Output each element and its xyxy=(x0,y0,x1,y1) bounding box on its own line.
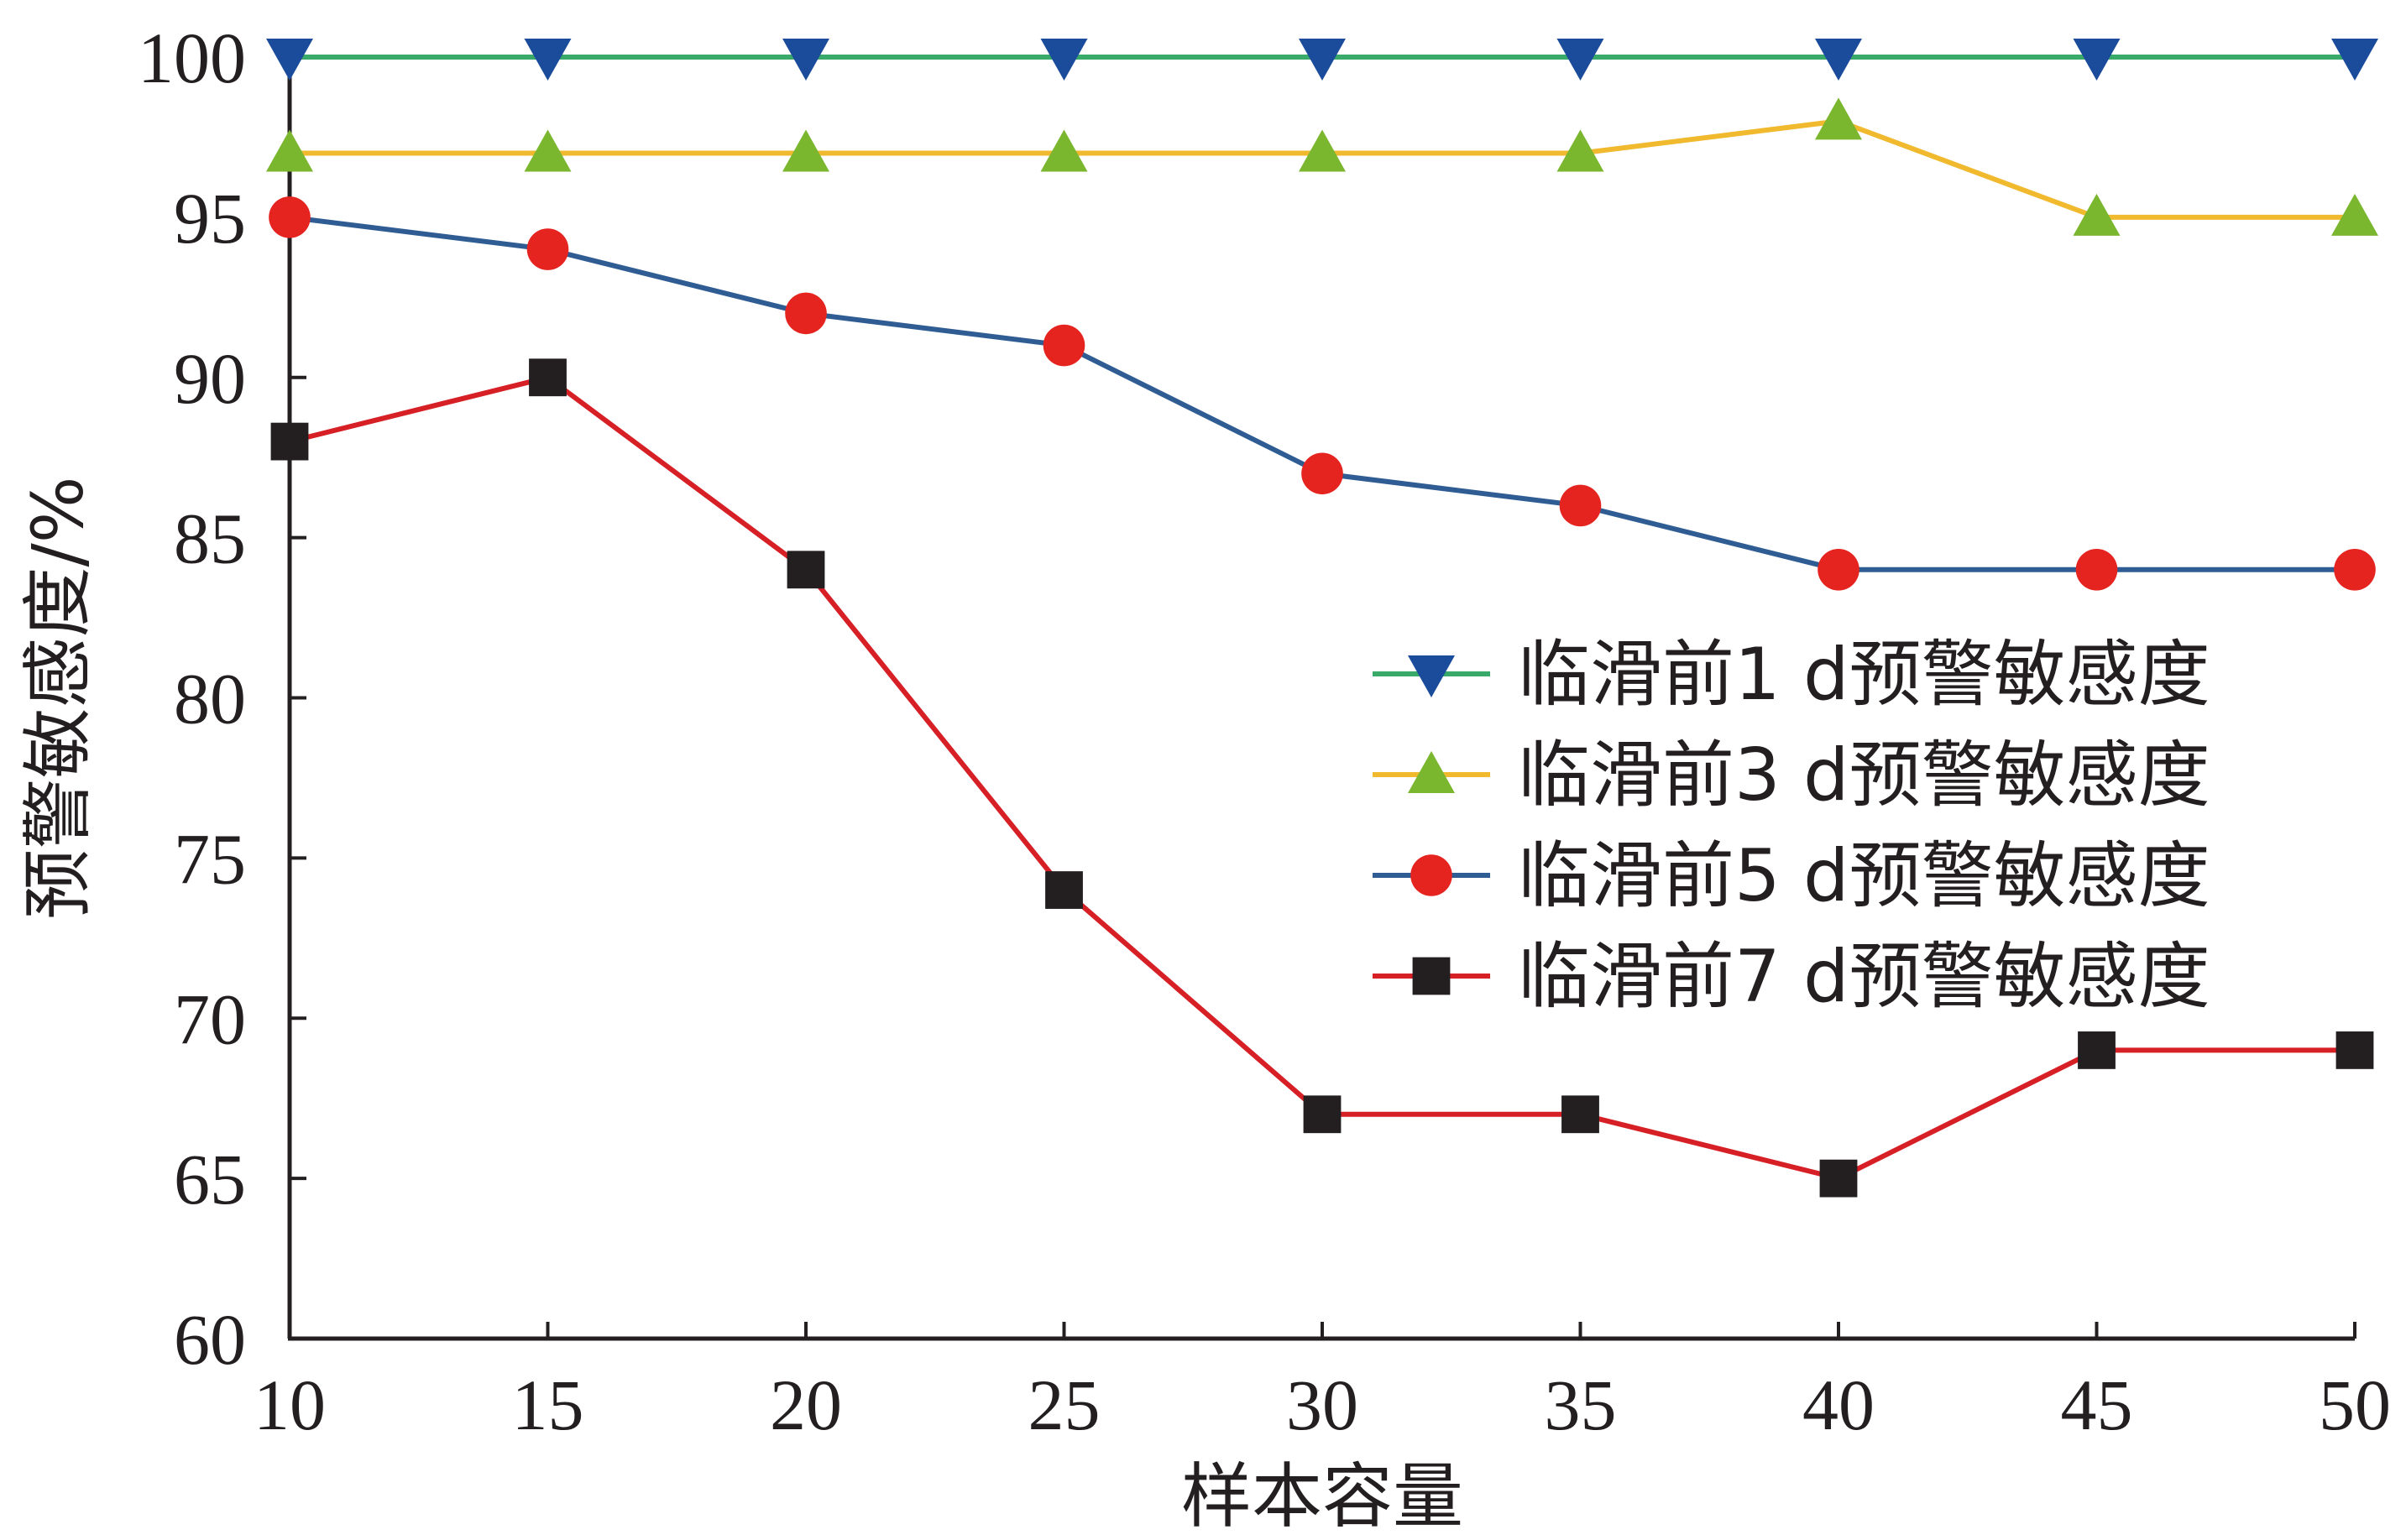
data-point xyxy=(787,551,825,589)
data-point xyxy=(1815,39,1862,81)
legend-marker xyxy=(1408,751,1455,793)
legend-label: 临滑前1 d预警敏感度 xyxy=(1518,633,2210,717)
x-tick-label: 20 xyxy=(770,1365,842,1445)
data-point xyxy=(1561,1095,1599,1134)
y-axis-title: 预警敏感度/% xyxy=(17,476,99,919)
y-tick-label: 85 xyxy=(174,499,246,579)
data-point xyxy=(266,39,313,81)
data-point xyxy=(2331,193,2378,236)
y-tick-label: 100 xyxy=(138,18,246,98)
x-tick-label: 45 xyxy=(2061,1365,2133,1445)
legend-entry: 临滑前3 d预警敏感度 xyxy=(1373,733,2210,817)
legend-label: 临滑前3 d预警敏感度 xyxy=(1518,733,2210,817)
data-point xyxy=(1040,129,1088,172)
data-point xyxy=(1818,549,1859,591)
data-point xyxy=(1815,97,1862,140)
data-point xyxy=(782,129,829,172)
data-point xyxy=(2075,549,2118,591)
data-point xyxy=(1299,39,1346,81)
y-tick-label: 60 xyxy=(174,1299,246,1380)
legend-marker xyxy=(1410,854,1452,896)
x-tick-label: 35 xyxy=(1545,1365,1617,1445)
x-tick-label: 10 xyxy=(254,1365,326,1445)
series-4 xyxy=(270,358,2374,1198)
legend-label: 临滑前5 d预警敏感度 xyxy=(1518,834,2210,918)
data-point xyxy=(2073,193,2121,236)
legend-entry: 临滑前5 d预警敏感度 xyxy=(1373,834,2210,918)
data-point xyxy=(1301,452,1343,495)
x-tick-label: 30 xyxy=(1286,1365,1358,1445)
y-tick-label: 65 xyxy=(174,1139,246,1219)
data-point xyxy=(524,129,572,172)
data-point xyxy=(1299,129,1346,172)
x-axis-title: 样本容量 xyxy=(1181,1455,1463,1537)
data-point xyxy=(526,228,569,270)
y-tick-label: 70 xyxy=(174,979,246,1059)
x-tick-label: 50 xyxy=(2319,1365,2391,1445)
y-tick-label: 80 xyxy=(174,659,246,739)
data-point xyxy=(2331,39,2378,81)
data-point xyxy=(1040,39,1088,81)
series-line xyxy=(289,214,2355,572)
data-point xyxy=(2335,1031,2374,1069)
legend-entry: 临滑前7 d预警敏感度 xyxy=(1373,935,2210,1019)
x-tick-label: 25 xyxy=(1028,1365,1101,1445)
data-point xyxy=(266,129,313,172)
legend-entry: 临滑前1 d预警敏感度 xyxy=(1373,633,2210,717)
data-point xyxy=(529,358,567,397)
data-point xyxy=(2073,39,2121,81)
legend-label: 临滑前7 d预警敏感度 xyxy=(1518,935,2210,1019)
data-point xyxy=(1556,129,1604,172)
data-point xyxy=(2078,1031,2116,1069)
data-point xyxy=(1045,871,1083,909)
series-2 xyxy=(266,97,2378,236)
data-point xyxy=(1303,1095,1342,1134)
series-layer xyxy=(266,39,2378,1198)
data-point xyxy=(1819,1159,1858,1198)
y-tick-label: 95 xyxy=(174,178,246,258)
data-point xyxy=(782,39,829,81)
data-point xyxy=(1043,324,1085,367)
series-1 xyxy=(266,39,2378,81)
x-tick-label: 15 xyxy=(512,1365,584,1445)
data-point xyxy=(524,39,572,81)
y-tick-label: 90 xyxy=(174,338,246,419)
data-point xyxy=(785,292,827,335)
series-3 xyxy=(269,196,2376,591)
y-axis-ticks: 60 65 70 75 80 85 90 95 100 xyxy=(138,18,306,1380)
data-point xyxy=(2334,549,2376,591)
y-tick-label: 75 xyxy=(174,818,246,899)
data-point xyxy=(1559,484,1602,527)
data-point xyxy=(270,422,309,461)
data-point xyxy=(269,196,311,238)
legend-marker xyxy=(1412,957,1451,995)
data-point xyxy=(1556,39,1604,81)
legend-marker xyxy=(1408,655,1455,697)
x-tick-label: 40 xyxy=(1802,1365,1875,1445)
x-axis-ticks: 10 15 20 25 30 35 40 45 50 xyxy=(254,1322,2391,1445)
